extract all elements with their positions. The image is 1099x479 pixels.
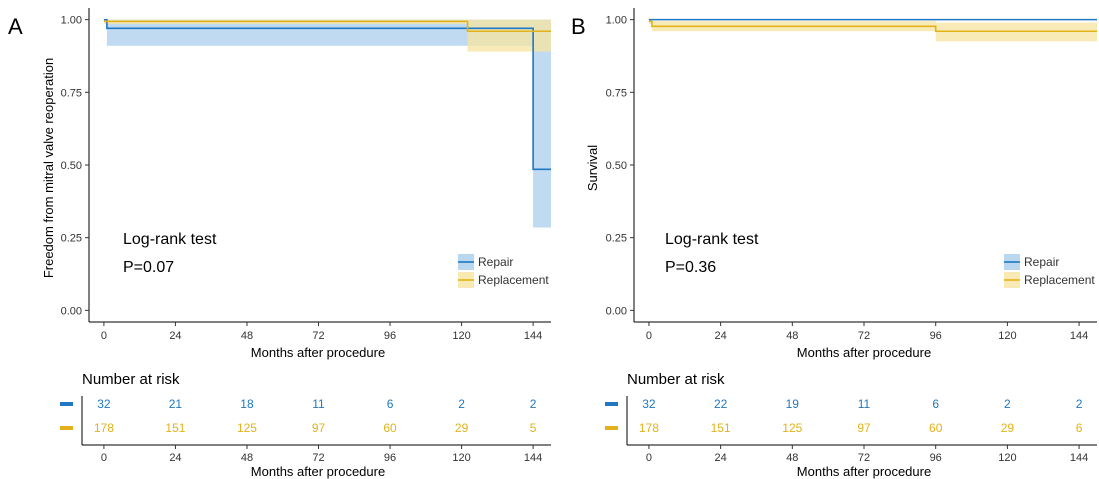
panel-letter: B (571, 14, 586, 39)
legend-label-replacement: Replacement (1024, 273, 1095, 287)
risk-count: 125 (782, 421, 802, 435)
risk-x-axis-title: Months after procedure (251, 464, 385, 479)
risk-x-tick-label: 0 (646, 452, 652, 464)
x-tick-label: 120 (998, 330, 1016, 342)
risk-count: 11 (858, 397, 871, 411)
risk-table-title: Number at risk (627, 371, 725, 388)
risk-count: 11 (312, 397, 325, 411)
x-tick-label: 0 (101, 330, 107, 342)
logrank-label: Log-rank test (123, 231, 217, 248)
risk-count: 6 (387, 397, 394, 411)
risk-count: 21 (169, 397, 183, 411)
risk-count: 6 (932, 397, 939, 411)
survival-curve-replacement (103, 20, 551, 33)
risk-x-tick-label: 144 (524, 452, 542, 464)
risk-count: 6 (1076, 421, 1083, 435)
y-tick-label: 0.00 (606, 305, 627, 317)
legend-label-repair: Repair (478, 255, 513, 269)
risk-x-tick-label: 96 (384, 452, 396, 464)
y-axis-title: Freedom from mitral valve reoperation (41, 58, 56, 278)
legend-label-repair: Repair (1024, 255, 1059, 269)
risk-count: 60 (929, 421, 943, 435)
x-tick-label: 72 (312, 330, 324, 342)
p-value: P=0.07 (123, 259, 174, 276)
risk-x-tick-label: 144 (1070, 452, 1088, 464)
risk-table-title: Number at risk (82, 371, 180, 388)
risk-count: 97 (312, 421, 326, 435)
risk-count: 125 (237, 421, 257, 435)
panel-b: B Survival Months after procedure Log-ra… (571, 8, 1097, 479)
risk-count: 2 (530, 397, 537, 411)
risk-row-key-replacement (605, 426, 618, 430)
risk-x-tick-label: 72 (312, 452, 324, 464)
ci-band-replacement (103, 19, 551, 52)
risk-row-key-repair (60, 402, 73, 406)
risk-count: 2 (1004, 397, 1011, 411)
x-tick-label: 120 (452, 330, 470, 342)
plot-area: 0.00 0.25 0.50 0.75 1.00 0 24 48 72 96 120 144 Repai… (60, 8, 551, 464)
risk-count: 5 (530, 421, 537, 435)
y-tick-label: 0.50 (606, 160, 627, 172)
risk-count: 2 (458, 397, 465, 411)
logrank-label: Log-rank test (665, 231, 759, 248)
x-axis-title: Months after procedure (251, 345, 385, 360)
risk-count: 178 (639, 421, 659, 435)
y-tick-label: 0.25 (606, 233, 627, 245)
x-axis-title: Months after procedure (797, 345, 931, 360)
risk-count: 32 (642, 397, 656, 411)
risk-x-tick-label: 48 (241, 452, 253, 464)
x-tick-label: 96 (930, 330, 942, 342)
x-tick-label: 48 (786, 330, 798, 342)
y-tick-label: 0.00 (61, 305, 82, 317)
legend-label-replacement: Replacement (478, 273, 549, 287)
risk-count: 178 (94, 421, 114, 435)
x-tick-label: 24 (169, 330, 181, 342)
risk-x-tick-label: 24 (169, 452, 181, 464)
x-tick-label: 144 (1070, 330, 1088, 342)
survival-curve-replacement (648, 20, 1097, 33)
ci-band-replacement (648, 19, 1097, 42)
risk-x-tick-label: 0 (101, 452, 107, 464)
risk-x-axis-title: Months after procedure (797, 464, 931, 479)
risk-x-tick-label: 96 (930, 452, 942, 464)
y-tick-label: 0.25 (61, 233, 82, 245)
risk-count: 2 (1076, 397, 1083, 411)
x-tick-label: 72 (858, 330, 870, 342)
risk-count: 60 (383, 421, 397, 435)
risk-count: 29 (455, 421, 469, 435)
risk-count: 32 (97, 397, 111, 411)
risk-count: 151 (165, 421, 185, 435)
risk-x-tick-label: 72 (858, 452, 870, 464)
panel-letter: A (8, 14, 23, 39)
y-tick-label: 0.50 (61, 160, 82, 172)
y-tick-label: 1.00 (606, 15, 627, 27)
risk-row-key-repair (605, 402, 618, 406)
y-tick-label: 1.00 (61, 15, 82, 27)
x-tick-label: 96 (384, 330, 396, 342)
y-tick-label: 0.75 (606, 87, 627, 99)
y-axis-title: Survival (585, 145, 600, 191)
x-tick-label: 144 (524, 330, 542, 342)
x-tick-label: 24 (715, 330, 727, 342)
risk-count: 29 (1001, 421, 1015, 435)
risk-count: 18 (240, 397, 254, 411)
risk-count: 19 (786, 397, 800, 411)
risk-count: 151 (711, 421, 731, 435)
plot-area: 0.00 0.25 0.50 0.75 1.00 0 24 48 72 96 120 144 Repai… (605, 8, 1097, 464)
risk-count: 97 (857, 421, 871, 435)
risk-x-tick-label: 24 (715, 452, 727, 464)
x-tick-label: 0 (646, 330, 652, 342)
risk-row-key-replacement (60, 426, 73, 430)
risk-count: 22 (714, 397, 728, 411)
survival-curve-repair (103, 18, 551, 171)
x-tick-label: 48 (241, 330, 253, 342)
panel-a: A Freedom from mitral valve reoperation … (8, 8, 551, 479)
risk-x-tick-label: 48 (786, 452, 798, 464)
risk-x-tick-label: 120 (998, 452, 1016, 464)
y-tick-label: 0.75 (61, 87, 82, 99)
risk-x-tick-label: 120 (452, 452, 470, 464)
p-value: P=0.36 (665, 259, 716, 276)
